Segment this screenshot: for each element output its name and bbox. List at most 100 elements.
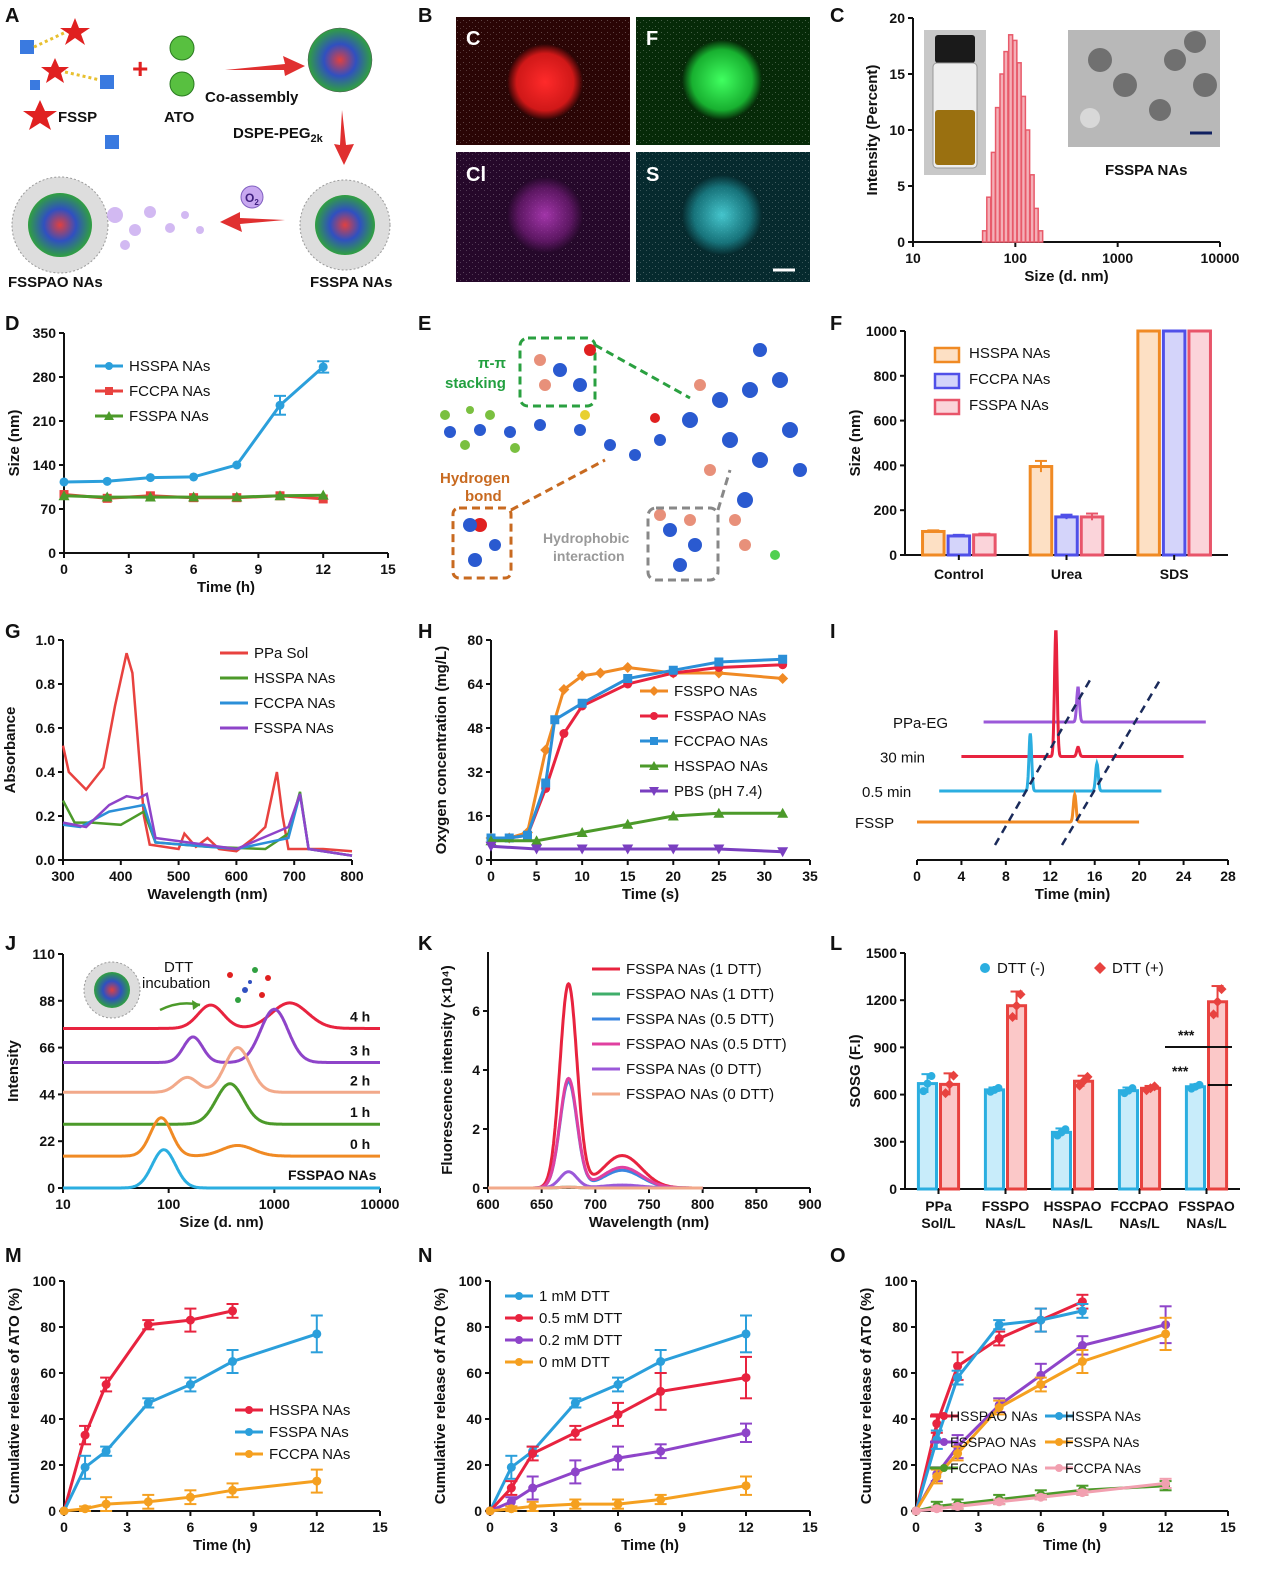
legend-label: HSSPA NAs	[129, 358, 210, 375]
histogram-bar	[1033, 207, 1039, 243]
legend-item: FSSPAO NAs	[930, 1434, 1036, 1450]
legend-item: FSSPA NAs (0 DTT)	[592, 1061, 762, 1078]
data-point	[940, 1464, 948, 1472]
data-point	[80, 1462, 90, 1472]
panel-b-mapping: C F Cl S	[456, 17, 810, 282]
data-point	[622, 818, 634, 829]
legend: DTT (-) DTT (+)	[980, 960, 1164, 977]
x-axis-label: Time (s)	[622, 886, 679, 903]
series-line	[491, 657, 783, 840]
x-tick-label: 800	[340, 868, 364, 884]
series-line	[61, 652, 353, 853]
data-point	[650, 737, 658, 745]
legend-label: FSSPAO NAs (0.5 DTT)	[626, 1036, 787, 1053]
x-tick-label: 35	[802, 868, 818, 884]
data-point	[1015, 989, 1026, 1000]
x-tick-label: 900	[798, 1196, 822, 1212]
data-point	[1011, 1000, 1022, 1011]
x-tick-label: 15	[1220, 1519, 1236, 1535]
ato-sphere-icon	[169, 71, 195, 97]
legend-swatch	[933, 398, 961, 416]
legend-item: FSSPAO NAs (1 DTT)	[592, 986, 774, 1003]
x-tick-label: 100	[157, 1196, 181, 1212]
legend-item: FSSPO NAs	[640, 683, 757, 700]
legend-item: HSSPA NAs	[933, 345, 1050, 364]
y-tick-label: 900	[874, 1039, 898, 1055]
x-tick-label: 9	[255, 561, 263, 577]
legend-item: HSSPA NAs	[1045, 1408, 1141, 1424]
legend-label: 0.2 mM DTT	[539, 1332, 622, 1349]
x-tick-label: 24	[1176, 868, 1192, 884]
y-tick-label: 80	[40, 1319, 56, 1335]
data-point	[274, 490, 286, 501]
data-point	[312, 1329, 322, 1339]
bar	[1140, 1086, 1162, 1191]
label-ato: ATO	[164, 109, 195, 126]
data-point	[570, 1428, 580, 1438]
data-point	[1128, 1084, 1137, 1093]
series-ppa-sol	[61, 652, 353, 853]
x-tick-label: 9	[1099, 1519, 1107, 1535]
x-tick-label: 500	[167, 868, 191, 884]
data-point	[622, 844, 634, 855]
legend-item: 1 mM DTT	[505, 1288, 610, 1305]
bar	[921, 529, 946, 557]
chart-panel-g: 300 400 500 600 700 800 0.0 0.2 0.4 0.6 0.8 1.0 Wave…	[2, 632, 364, 903]
legend-swatch	[933, 346, 961, 364]
data-point	[275, 400, 285, 410]
label-dspe-peg: DSPE-PEG2k	[233, 125, 324, 145]
data-point	[245, 1450, 253, 1458]
panel-label-J: J	[5, 933, 16, 955]
y-axis-label: Oxygen concentration (mg/L)	[433, 646, 450, 854]
data-point	[59, 1506, 69, 1516]
panel-label-E: E	[418, 313, 431, 335]
data-point	[953, 1501, 963, 1511]
panel-label-B: B	[418, 5, 432, 27]
y-tick-label: 66	[39, 1040, 55, 1056]
bar	[972, 533, 997, 557]
ato-sphere-icon	[169, 35, 195, 61]
histogram-bar	[994, 106, 1001, 243]
data-point	[927, 1072, 936, 1081]
panel-label-C: C	[830, 5, 844, 27]
data-point	[104, 411, 114, 420]
x-tick-label: 10	[574, 868, 590, 884]
data-point	[994, 1320, 1004, 1330]
data-point	[506, 1504, 516, 1514]
plus-sign: +	[132, 53, 148, 84]
legend-label: FCCPAO NAs	[674, 733, 768, 750]
data-point	[506, 1462, 516, 1472]
legend-item: HSSPA NAs	[95, 358, 210, 375]
fsspao-core-icon	[28, 193, 92, 257]
vial-photo	[924, 30, 986, 175]
data-point	[101, 1446, 111, 1456]
legend-item: FCCPA NAs	[95, 383, 210, 400]
category-label: NAs/L	[1052, 1215, 1093, 1231]
data-point	[506, 1483, 516, 1493]
trace-4-h	[63, 1001, 380, 1030]
label-fsspa: FSSPA NAs	[310, 274, 393, 291]
category-label: FCCPAO	[1110, 1198, 1168, 1214]
trace-label: 0 h	[350, 1136, 370, 1152]
y-tick-label: 140	[33, 457, 57, 473]
data-point	[528, 1449, 538, 1458]
data-point	[143, 1398, 153, 1408]
data-point	[228, 1357, 238, 1366]
data-point	[528, 1501, 538, 1511]
data-point	[144, 491, 156, 502]
histogram-bar	[1024, 129, 1031, 243]
bar	[1050, 1130, 1073, 1191]
x-tick-label: 10000	[361, 1196, 400, 1212]
trace-fsspao-nas-0-dtt-	[488, 1185, 703, 1190]
x-tick-label: 6	[190, 561, 198, 577]
y-tick-label: 16	[467, 808, 483, 824]
map-tile-c: C	[456, 17, 630, 145]
x-tick-label: 0	[912, 1519, 920, 1535]
bar	[1207, 1000, 1229, 1191]
data-point	[613, 1453, 623, 1463]
data-point	[570, 1467, 580, 1477]
bar	[939, 1082, 961, 1191]
data-point	[189, 472, 199, 482]
x-tick-label: 0	[60, 561, 68, 577]
x-tick-label: 28	[1220, 868, 1236, 884]
